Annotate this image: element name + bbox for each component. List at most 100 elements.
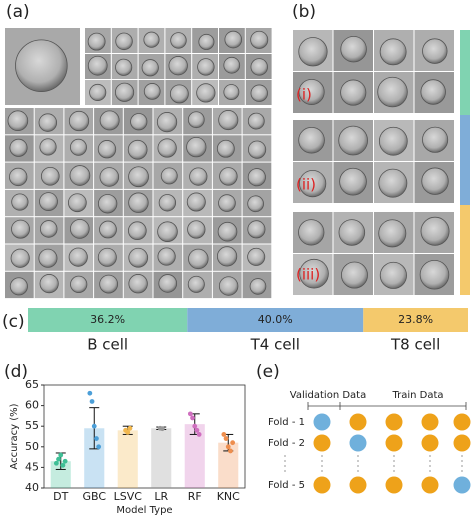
cell [250, 84, 268, 102]
cell [99, 167, 120, 187]
cell [7, 110, 29, 132]
data-point [187, 411, 193, 417]
cell [10, 248, 30, 268]
cell [216, 139, 235, 158]
cell-annotation: (iii) [296, 266, 320, 284]
cell [247, 220, 266, 239]
fold-block [349, 434, 367, 452]
cell [143, 31, 160, 48]
bar [50, 461, 71, 488]
cell [223, 56, 241, 74]
cell [247, 247, 266, 266]
fold-block [313, 434, 331, 452]
cell [378, 219, 407, 248]
cell [89, 83, 107, 102]
cell [379, 261, 407, 289]
cell [128, 247, 149, 268]
cell [99, 274, 119, 294]
cell [420, 79, 446, 105]
cell [421, 167, 449, 195]
fold-block [453, 434, 471, 452]
cell [186, 192, 206, 212]
cell [299, 169, 327, 198]
cell-annotation: (ii) [296, 176, 316, 194]
cell [247, 195, 264, 213]
data-point [125, 429, 131, 435]
cell [68, 110, 90, 132]
bar-segment [187, 308, 364, 332]
cell [11, 219, 31, 239]
fold-label: Fold - 5 [268, 480, 305, 491]
category-label: T4 cell [250, 336, 300, 354]
cell [130, 113, 148, 131]
class-strip [460, 115, 470, 205]
bar [84, 428, 105, 488]
y-axis-label: Accuracy (%) [9, 403, 20, 469]
y-tick-label: 55 [25, 419, 39, 432]
cell [39, 220, 58, 238]
bar-segment [28, 308, 188, 332]
cell [158, 274, 178, 293]
value-label: 40.0% [258, 313, 293, 326]
y-tick-label: 40 [25, 481, 39, 494]
cell [298, 126, 325, 154]
x-tick-label: LR [154, 490, 168, 503]
category-label: T8 cell [390, 336, 440, 354]
cell [338, 219, 366, 246]
cell [97, 247, 117, 267]
cell [68, 247, 88, 267]
cell [196, 83, 216, 103]
fold-block [421, 413, 439, 431]
cell [9, 167, 28, 187]
cell [379, 38, 407, 66]
fold-block [385, 476, 403, 494]
diagram-label: Validation Data [290, 390, 366, 401]
panel-label: (b) [292, 2, 316, 22]
cell [141, 59, 159, 77]
cell [187, 220, 206, 239]
data-point [196, 432, 202, 437]
cell [187, 275, 205, 293]
value-label: 23.8% [398, 313, 433, 326]
cell [216, 246, 238, 267]
cell [217, 221, 238, 242]
cell [168, 56, 188, 76]
cell [169, 84, 189, 104]
bar [151, 428, 172, 488]
cell [247, 168, 266, 187]
cell [69, 165, 91, 186]
cell [339, 167, 367, 196]
cell [170, 32, 187, 49]
cell [250, 58, 268, 76]
cell [223, 84, 240, 101]
cell [38, 113, 58, 132]
data-point [62, 458, 68, 464]
y-tick-label: 60 [25, 399, 39, 412]
x-tick-label: LSVC [114, 490, 143, 503]
cell [219, 167, 238, 186]
cell [420, 216, 450, 246]
x-tick-label: KNC [217, 490, 240, 503]
data-point [230, 440, 236, 446]
cell [250, 30, 269, 49]
fold-block [421, 434, 439, 452]
cell [114, 82, 135, 102]
cell [69, 138, 87, 156]
cell [422, 126, 449, 153]
cell [157, 247, 176, 266]
cell [97, 194, 118, 214]
cell [340, 261, 368, 289]
fold-block [385, 434, 403, 452]
data-point [225, 444, 231, 450]
y-tick-label: 45 [25, 460, 39, 473]
data-point [223, 436, 229, 441]
value-label: 36.2% [90, 313, 125, 326]
cell [69, 219, 90, 239]
data-point [194, 427, 200, 433]
data-point [192, 423, 198, 429]
class-strip [460, 30, 470, 115]
cell [340, 35, 367, 63]
cell [189, 167, 208, 186]
cell [40, 166, 60, 186]
